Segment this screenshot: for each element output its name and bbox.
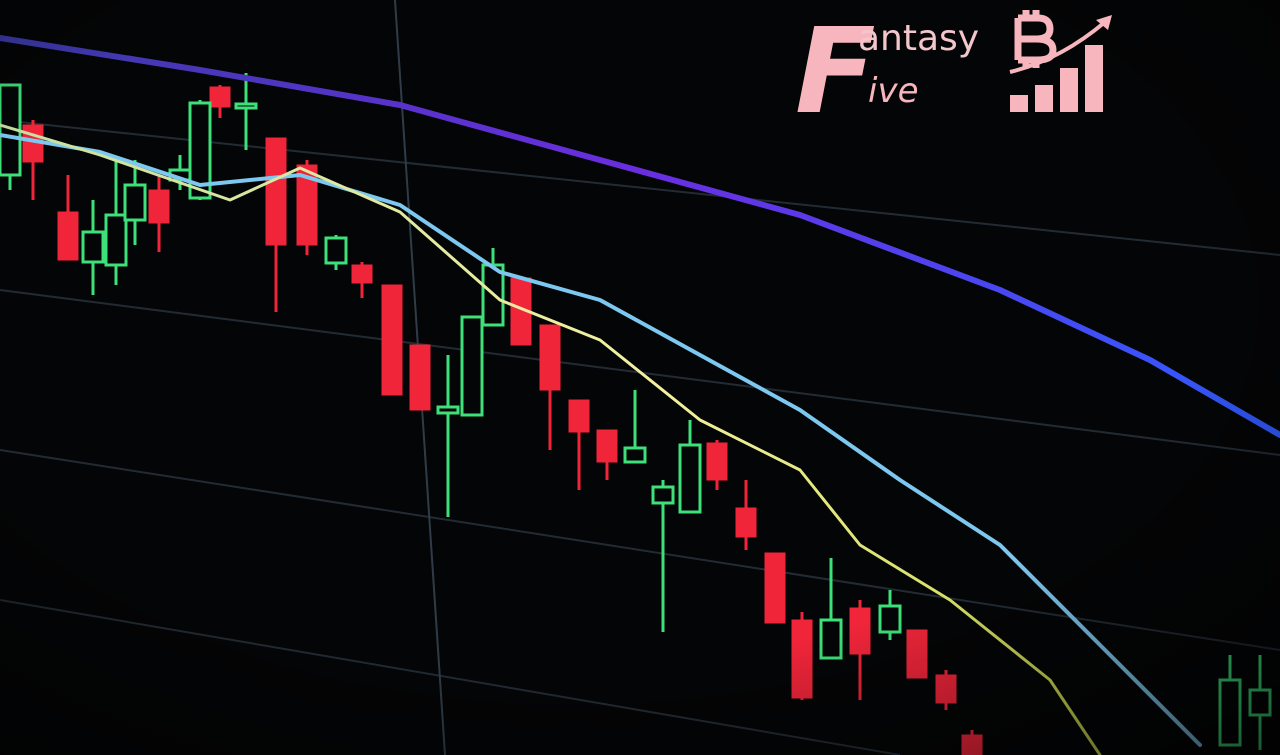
logo-bar — [1085, 45, 1103, 112]
bitcoin-icon — [1014, 10, 1057, 68]
logo-bar — [1060, 68, 1078, 112]
trend-arrow — [1009, 20, 1107, 74]
arrow-head — [1096, 15, 1112, 30]
logo-word-1: antasy — [858, 18, 979, 59]
logo-initial: F — [795, 2, 876, 140]
logo-word-2: ive — [868, 71, 919, 111]
logo: F antasy ive — [795, 2, 1112, 140]
logo-bar — [1010, 95, 1028, 112]
logo-bar — [1035, 85, 1053, 112]
